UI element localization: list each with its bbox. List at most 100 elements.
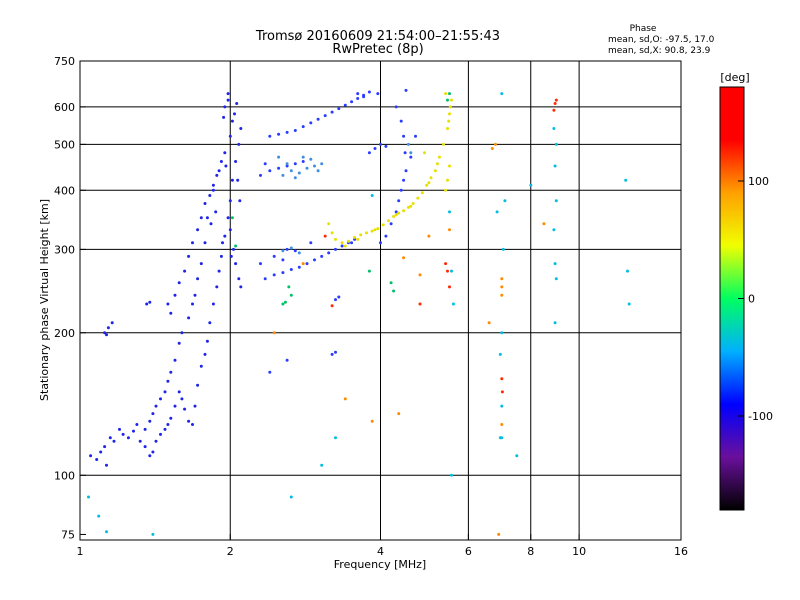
data-point [323,114,327,118]
data-point [293,162,297,166]
data-point [215,173,219,177]
data-point [281,249,285,253]
data-point [498,436,502,440]
data-point [409,155,413,159]
data-point [448,105,452,109]
data-point [448,228,451,232]
data-point [89,454,93,458]
data-point [316,169,320,173]
data-point [293,176,297,180]
data-point [301,262,305,266]
data-point [553,321,557,325]
data-point [435,162,439,166]
data-point [97,514,101,518]
data-point [402,178,406,182]
data-point [373,147,377,150]
data-point [330,352,334,356]
data-point [402,256,406,260]
data-point [205,339,209,343]
y-tick-label: 300 [54,243,75,256]
data-point [367,90,371,94]
data-point [208,194,212,197]
data-point [334,247,337,251]
data-point [490,147,494,150]
data-point [103,331,107,335]
data-point [446,127,449,130]
data-point [376,227,380,231]
data-point [234,244,238,248]
data-point [126,436,130,440]
data-point [444,262,448,266]
data-point [193,293,197,297]
y-axis-ticks: 75 100 200 300 400 500 600 750 [54,55,86,541]
data-point [500,293,504,297]
data-point [370,194,374,197]
data-point [211,302,215,306]
x-tick-label: 2 [227,545,234,558]
data-point [373,228,377,232]
data-point [353,235,357,239]
chart-subtitle: RwPretec (8p) [332,42,423,57]
data-point [444,188,448,192]
data-point [500,390,504,394]
colorbar-label: [deg] [720,71,749,84]
data-point [226,92,230,96]
data-point [211,183,215,187]
data-point [397,199,401,203]
stats-line-o: mean, sd,O: -97.5, 17.0 [608,35,715,45]
data-point [297,265,301,269]
data-point [105,530,108,534]
data-point [554,98,558,102]
data-point [105,463,108,467]
data-point [285,164,289,168]
data-point [268,134,272,138]
data-point [425,183,429,187]
data-point [191,423,194,426]
data-point [433,169,437,173]
data-point [272,331,276,335]
data-point [173,358,177,362]
data-point [230,178,234,182]
data-point [442,142,445,146]
data-point [330,304,334,308]
x-tick-label: 4 [377,545,384,558]
data-point [217,169,221,173]
data-point [450,473,453,477]
data-point [554,277,558,281]
data-point [281,173,285,177]
data-point [233,112,236,116]
data-point [337,107,341,111]
data-point [118,427,121,431]
data-point [183,407,187,411]
y-axis-label: Stationary phase Virtual Height [km] [38,199,51,401]
data-point [448,285,451,289]
data-point [196,383,200,387]
data-point [515,454,519,458]
x-tick-label: 16 [674,545,688,558]
data-point [281,258,285,262]
data-point [367,151,371,155]
data-point [163,427,167,431]
data-point [409,151,413,155]
data-point [230,119,234,123]
data-point [448,92,451,96]
data-point [552,228,556,232]
data-point [289,169,293,173]
y-tick-label: 100 [54,469,75,482]
data-point [151,532,155,536]
data-point [237,277,241,281]
data-point [289,293,293,297]
data-point [229,254,233,258]
data-point [219,254,223,258]
data-point [263,162,267,166]
data-point [494,142,497,146]
data-point [208,321,212,325]
grid-lines [80,61,681,540]
data-point [350,241,354,245]
data-point [219,160,223,163]
data-point [553,262,557,266]
data-point [177,281,181,285]
y-tick-label: 750 [54,55,75,68]
data-point [199,216,203,220]
